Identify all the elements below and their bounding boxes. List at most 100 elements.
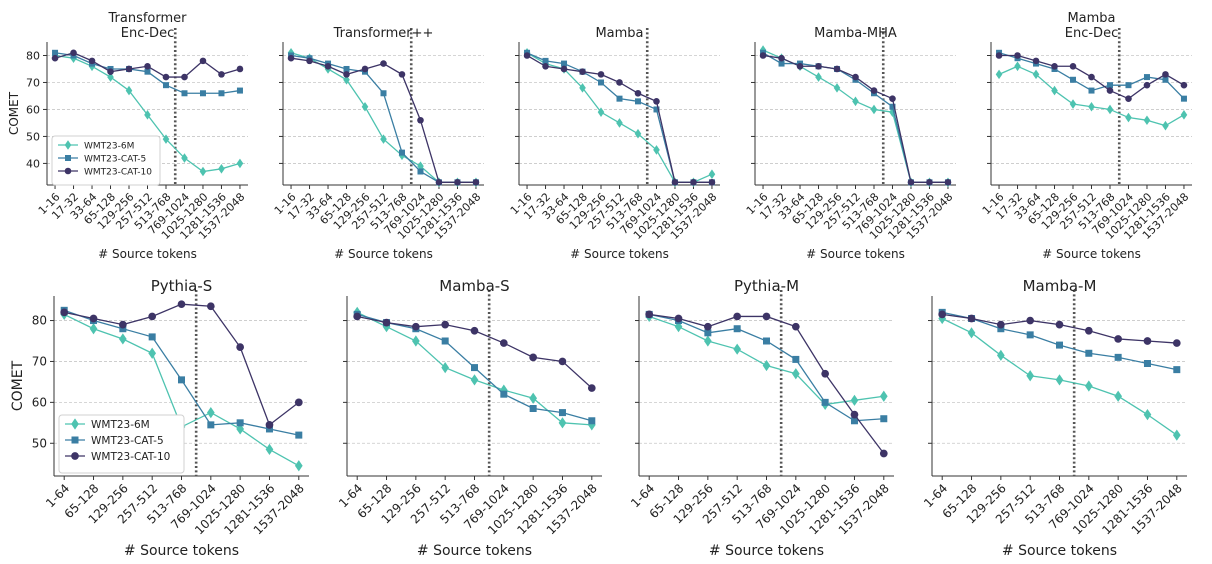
data-point	[588, 417, 596, 425]
data-point	[579, 68, 586, 75]
data-point	[995, 52, 1003, 59]
data-point	[206, 406, 215, 419]
data-point	[294, 460, 303, 472]
data-point	[470, 326, 479, 335]
data-point	[51, 54, 59, 62]
data-point	[1032, 69, 1040, 80]
data-point	[1014, 52, 1021, 59]
data-point	[1026, 331, 1034, 339]
data-point	[343, 65, 350, 72]
data-point	[89, 323, 98, 335]
y-tick-label: 80	[26, 49, 40, 62]
data-point	[60, 308, 69, 317]
data-point	[733, 312, 742, 321]
series-line	[290, 52, 476, 183]
chart-panel: 40506070801-1617-3233-6465-128129-256257…	[7, 11, 248, 261]
data-point	[597, 107, 605, 117]
data-point	[561, 60, 568, 67]
data-point	[587, 419, 596, 431]
x-axis-label: # Source tokens	[1002, 543, 1117, 559]
legend-item: WMT23-CAT-10	[58, 168, 152, 178]
x-axis-label: # Source tokens	[709, 543, 824, 559]
data-point	[645, 310, 654, 319]
data-point	[382, 321, 391, 333]
data-point	[762, 359, 771, 372]
chart-panel: 1-1617-3233-6465-128129-256257-512513-76…	[508, 26, 720, 261]
legend-box	[51, 135, 161, 186]
data-point	[833, 83, 841, 93]
legend-label: WMT23-6M	[84, 142, 134, 152]
data-point	[791, 368, 800, 380]
data-point	[1180, 95, 1187, 102]
data-point	[558, 409, 566, 417]
data-point	[616, 79, 623, 86]
data-point	[107, 72, 114, 82]
data-point	[412, 335, 420, 347]
data-point	[1088, 101, 1095, 112]
legend-item: WMT23-6M	[58, 140, 134, 152]
chart-title: Transformer++	[333, 26, 434, 41]
data-point	[529, 353, 538, 362]
data-point	[306, 57, 313, 65]
data-point	[1026, 316, 1035, 325]
data-point	[1088, 73, 1095, 81]
data-point	[1114, 335, 1122, 343]
data-point	[529, 405, 537, 412]
data-point	[1051, 85, 1058, 96]
data-point	[889, 107, 896, 117]
data-point	[343, 71, 350, 78]
chart-title: Mamba	[1067, 11, 1115, 26]
data-point	[1070, 76, 1077, 83]
data-point	[880, 415, 888, 423]
data-point	[762, 312, 771, 321]
series-wmt23-cat-10	[287, 54, 480, 186]
series-wmt23-cat-10	[523, 52, 716, 186]
data-point	[704, 329, 712, 337]
y-tick-label: 60	[32, 396, 47, 410]
data-point	[850, 410, 859, 419]
series-wmt23-cat-10	[60, 300, 303, 429]
data-point	[454, 179, 461, 186]
data-point	[1162, 120, 1169, 131]
data-point	[616, 118, 623, 128]
data-point	[821, 369, 830, 378]
series-wmt23-cat-10	[995, 52, 1188, 102]
data-point	[1125, 112, 1132, 123]
data-point	[733, 343, 742, 355]
data-point	[815, 72, 822, 82]
data-point	[361, 65, 369, 73]
data-point	[472, 179, 480, 186]
y-tick-label: 70	[26, 76, 40, 89]
data-point	[634, 128, 642, 139]
data-point	[380, 134, 387, 144]
data-point	[967, 314, 976, 323]
data-point	[1114, 390, 1122, 402]
x-axis-label: # Source tokens	[806, 247, 905, 261]
data-point	[1106, 82, 1113, 89]
series-wmt23-6m	[759, 45, 952, 188]
data-point	[1180, 110, 1188, 120]
data-point	[206, 302, 215, 311]
y-tick-label: 50	[26, 130, 40, 143]
data-point	[294, 398, 303, 407]
data-point	[353, 312, 362, 321]
series-wmt23-cat-5	[52, 49, 243, 97]
legend-item: WMT23-6M	[65, 418, 150, 431]
series-wmt23-cat-5	[524, 49, 715, 186]
y-axis-label: COMET	[7, 91, 21, 135]
data-point	[733, 325, 741, 333]
data-point	[380, 60, 387, 67]
data-point	[125, 65, 133, 73]
data-point	[181, 153, 188, 163]
series-wmt23-cat-10	[51, 49, 244, 81]
data-point	[796, 62, 804, 70]
chart-title: Mamba-S	[439, 277, 509, 295]
data-point	[162, 82, 169, 89]
data-point	[926, 179, 933, 186]
series-wmt23-cat-10	[353, 312, 596, 392]
data-point	[653, 98, 660, 105]
data-point	[343, 74, 350, 85]
data-point	[1084, 380, 1093, 392]
y-tick-label: 40	[26, 157, 40, 170]
data-point	[674, 314, 683, 323]
